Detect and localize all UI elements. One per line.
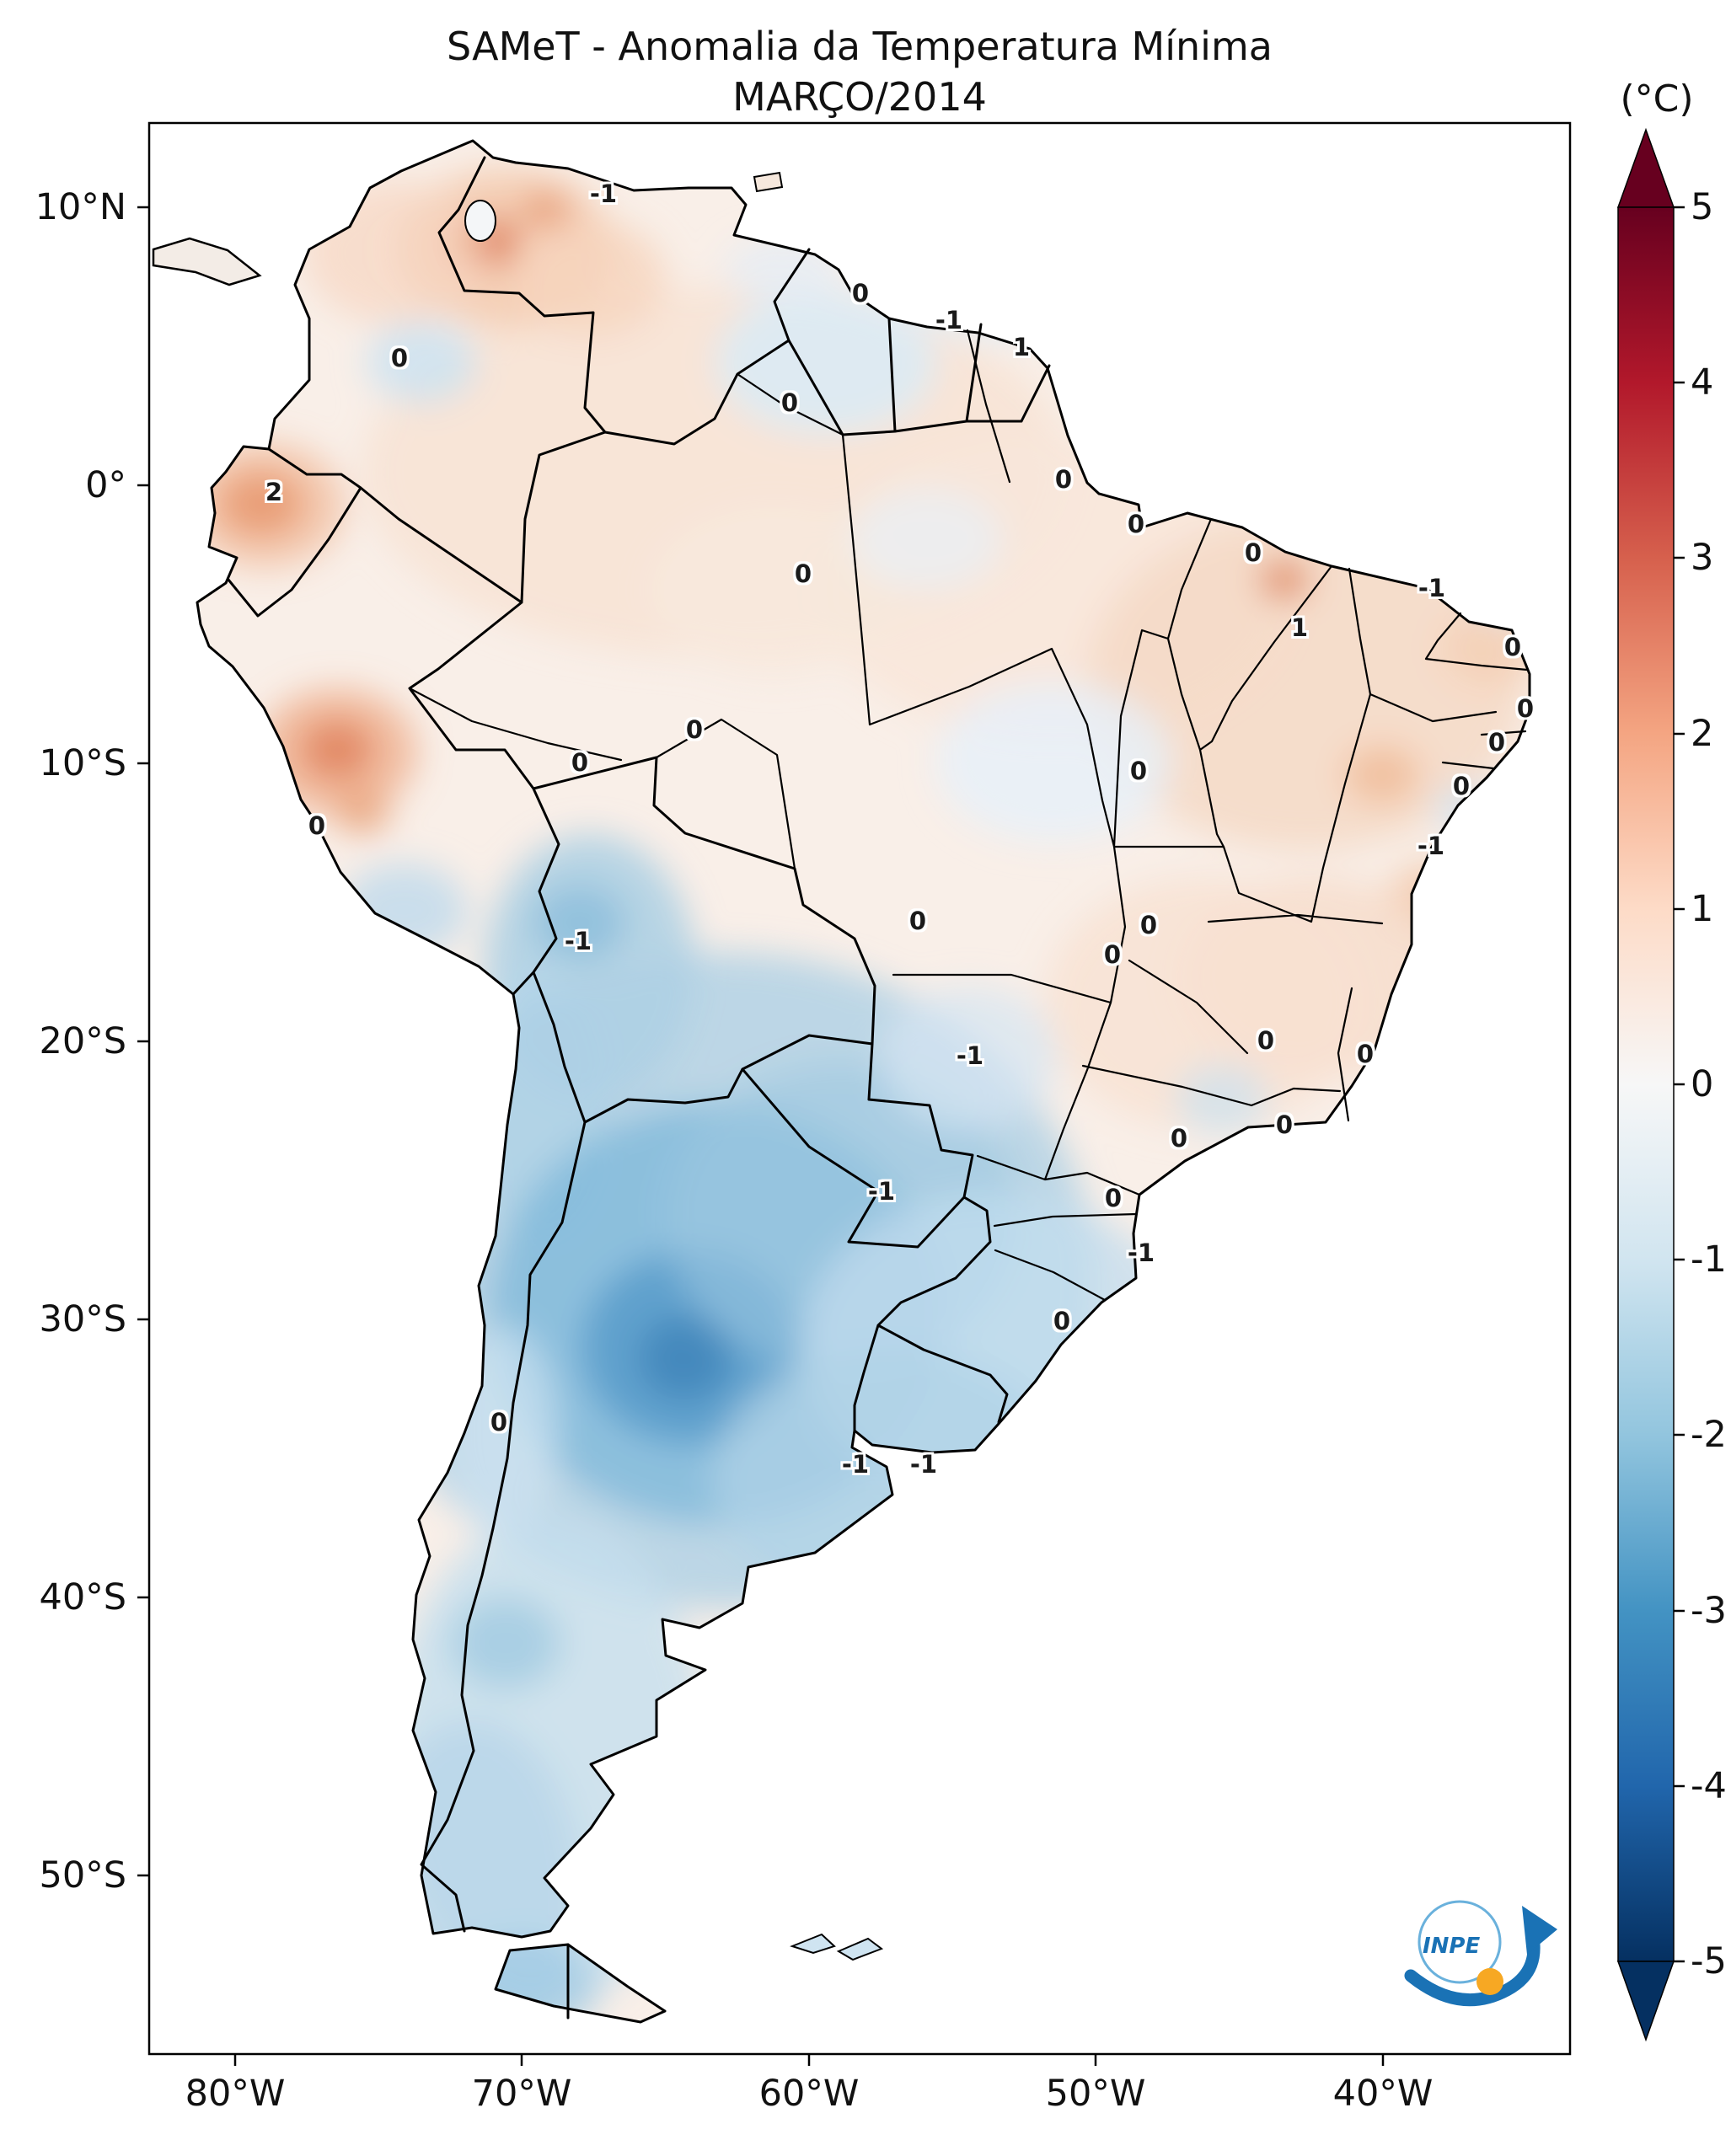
x-axis-tick-label: 70°W	[471, 2073, 572, 2115]
inpe-logo-arrowhead	[1522, 1906, 1557, 1955]
axis-ticks	[137, 206, 1685, 2066]
anomaly-value-label: -1	[956, 1041, 984, 1070]
anomaly-value-label: 0	[1139, 911, 1158, 939]
anomaly-value-label: 0	[1103, 940, 1122, 969]
anomaly-value-label: 0	[1104, 1184, 1123, 1212]
y-axis-tick-label: 30°S	[39, 1298, 126, 1340]
x-axis-tick-label: 50°W	[1045, 2073, 1146, 2115]
anomaly-value-label: 0	[851, 279, 870, 308]
colorbar-tick-label: 1	[1691, 888, 1714, 930]
coastline	[196, 139, 1531, 1939]
anomaly-value-label: -1	[1127, 1238, 1155, 1267]
anomaly-value-label: 0	[794, 559, 812, 588]
anomaly-value-label: -1	[935, 306, 963, 334]
anomaly-value-label: 0	[908, 907, 927, 935]
anomaly-value-label: 0	[571, 748, 589, 777]
anomaly-value-label: 0	[1257, 1026, 1275, 1055]
y-axis-tick-label: 10°S	[39, 742, 126, 784]
anomaly-value-label: 1	[1012, 333, 1031, 361]
figure-title-line-2: MARÇO/2014	[732, 74, 987, 120]
colorbar-tick-label: 2	[1691, 713, 1714, 755]
anomaly-value-label: 0	[685, 715, 704, 744]
colorbar-tick-label: 3	[1691, 537, 1714, 579]
anomaly-value-label: 0	[1487, 728, 1506, 757]
y-axis-tick-label: 40°S	[39, 1576, 126, 1618]
colorbar-tick-label: -4	[1691, 1765, 1727, 1807]
anomaly-value-label: 2	[265, 478, 283, 506]
anomaly-value-label: 0	[1054, 465, 1073, 494]
inpe-logo-circle	[1417, 1900, 1502, 1984]
anomaly-value-label: -1	[841, 1450, 870, 1479]
colorbar-unit-label: (°C)	[1620, 78, 1694, 120]
anomaly-value-label: -1	[909, 1450, 938, 1479]
y-axis-tick-label: 20°S	[39, 1020, 126, 1062]
inpe-logo-text: INPE	[1423, 1934, 1480, 1959]
tierra-del-fuego-outline	[494, 1943, 667, 2024]
colorbar-tick-label: 5	[1691, 186, 1714, 228]
anomaly-value-label: 0	[1356, 1040, 1375, 1068]
anomaly-value-label: 0	[490, 1408, 508, 1436]
colorbar-tick-label: -5	[1691, 1940, 1727, 1982]
anomaly-value-label: 0	[1516, 694, 1535, 723]
colorbar-tick-label: -1	[1691, 1238, 1727, 1281]
colorbar-tick-label: -2	[1691, 1414, 1727, 1456]
colorbar-arrow-top	[1616, 127, 1675, 208]
x-axis-tick-label: 40°W	[1332, 2073, 1434, 2115]
figure-title-line-1: SAMeT - Anomalia da Temperatura Mínima	[447, 24, 1273, 69]
colorbar-gradient	[1617, 206, 1675, 1962]
anomaly-value-label: -1	[589, 179, 618, 208]
inpe-logo: INPE	[1404, 1900, 1557, 2007]
anomaly-value-label: 0	[1170, 1124, 1188, 1153]
colorbar	[1616, 127, 1675, 2042]
y-axis-tick-label: 10°N	[35, 186, 126, 228]
anomaly-value-label: -1	[867, 1177, 896, 1206]
anomaly-value-label: 0	[1275, 1110, 1294, 1139]
colorbar-tick-label: 4	[1691, 361, 1714, 404]
anomaly-value-label: 0	[1244, 538, 1262, 567]
y-axis-tick-label: 50°S	[39, 1854, 126, 1897]
state-borders	[408, 329, 1529, 1302]
colorbar-tick-label: 0	[1691, 1063, 1714, 1105]
anomaly-value-label: 0	[1129, 757, 1148, 785]
anomaly-value-label: 0	[1503, 633, 1522, 661]
anomaly-value-label: 0	[1053, 1307, 1071, 1335]
anomaly-value-label: -1	[1417, 832, 1445, 860]
x-axis-tick-label: 60°W	[758, 2073, 860, 2115]
x-axis-tick-label: 80°W	[185, 2073, 286, 2115]
anomaly-value-label: 1	[1290, 613, 1309, 642]
y-axis-tick-label: 0°	[85, 464, 126, 506]
anomaly-value-label: 0	[308, 811, 326, 840]
inpe-logo-swoosh-arrow	[1404, 1938, 1541, 2007]
minor-land-shapes	[152, 171, 884, 1961]
colorbar-arrow-bottom	[1616, 1961, 1675, 2042]
lake-maracaibo	[464, 200, 496, 242]
colorbar-tick-label: -3	[1691, 1590, 1727, 1632]
anomaly-value-label: 0	[1452, 772, 1471, 800]
anomaly-value-label: 0	[390, 344, 409, 372]
anomaly-value-label: -1	[564, 927, 592, 955]
anomaly-value-label: 0	[780, 388, 799, 417]
country-borders	[227, 156, 1051, 2020]
inpe-logo-orange-dot	[1476, 1968, 1503, 1995]
anomaly-value-label: 0	[1127, 510, 1145, 538]
anomaly-value-label: -1	[1417, 574, 1446, 602]
